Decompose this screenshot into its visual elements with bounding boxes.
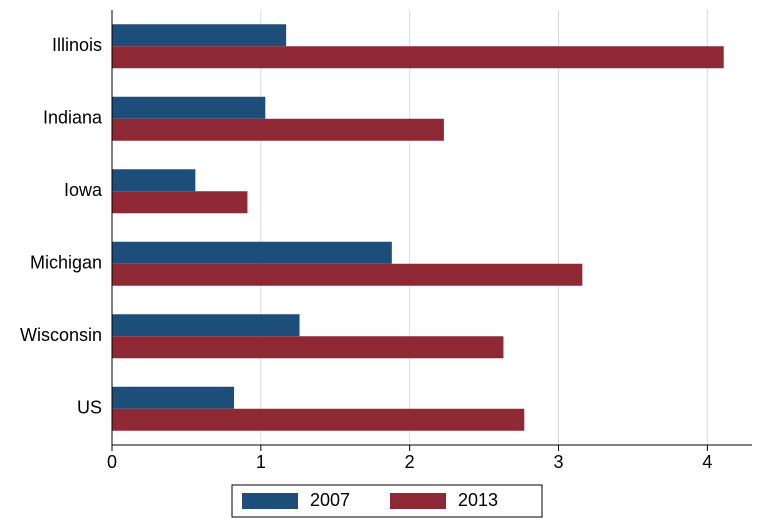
bar-2013 (112, 119, 444, 141)
legend-label: 2013 (458, 490, 498, 510)
bar-2007 (112, 169, 195, 191)
x-tick-label: 2 (405, 452, 415, 472)
x-tick-label: 1 (256, 452, 266, 472)
bar-2007 (112, 242, 392, 264)
category-label: Indiana (43, 108, 103, 128)
bar-2007 (112, 24, 286, 46)
bar-2007 (112, 387, 234, 409)
chart-svg: Illinois Indiana Iowa Michigan Wisconsin US 0 1… (0, 0, 762, 523)
bar-2013 (112, 46, 724, 68)
legend-swatch (242, 493, 298, 509)
category-label: Iowa (64, 180, 103, 200)
category-label: Michigan (30, 253, 102, 273)
legend-label: 2007 (310, 490, 350, 510)
x-tick-label: 0 (107, 452, 117, 472)
category-label: Illinois (52, 35, 102, 55)
legend-swatch (390, 493, 446, 509)
x-tick-label: 4 (702, 452, 712, 472)
bar-2013 (112, 336, 503, 358)
category-label: Wisconsin (20, 325, 102, 345)
bar-2013 (112, 409, 524, 431)
bar-2007 (112, 314, 300, 336)
bar-2013 (112, 264, 582, 286)
chart-container: Illinois Indiana Iowa Michigan Wisconsin US 0 1… (0, 0, 762, 523)
bar-2013 (112, 191, 247, 213)
category-label: US (77, 398, 102, 418)
x-tick-label: 3 (554, 452, 564, 472)
bar-2007 (112, 97, 265, 119)
